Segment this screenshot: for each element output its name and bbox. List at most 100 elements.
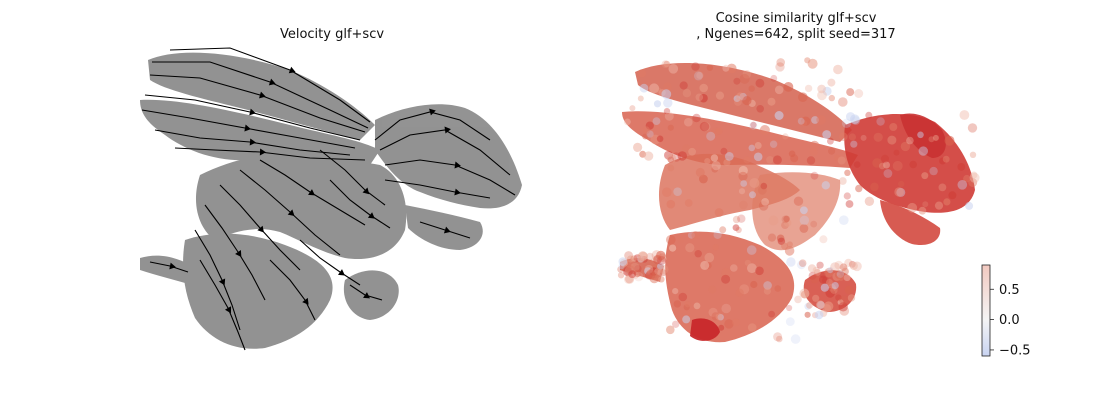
cluster-region bbox=[752, 172, 841, 251]
cell-point bbox=[827, 267, 834, 274]
cell-point bbox=[896, 187, 906, 197]
cell-point bbox=[823, 301, 834, 312]
cell-point bbox=[948, 191, 957, 200]
cell-point bbox=[677, 151, 687, 161]
cell-point bbox=[889, 123, 898, 131]
cell-point bbox=[763, 281, 772, 290]
cell-point bbox=[755, 266, 764, 276]
cell-point bbox=[699, 93, 708, 103]
cell-point bbox=[817, 301, 825, 309]
cell-point bbox=[804, 84, 813, 93]
cell-point bbox=[774, 285, 782, 292]
cell-point bbox=[959, 110, 970, 120]
cell-point bbox=[637, 95, 644, 102]
cosine-similarity-plot: 0.5 0.0 −0.5 bbox=[617, 57, 1031, 358]
cell-point bbox=[715, 127, 723, 135]
cell-point bbox=[711, 161, 721, 171]
cell-point bbox=[788, 150, 796, 158]
cell-point bbox=[830, 262, 841, 273]
cell-point bbox=[816, 115, 826, 125]
stream-arrowhead bbox=[454, 188, 461, 196]
cluster-region bbox=[140, 99, 380, 165]
cluster-region bbox=[195, 153, 407, 260]
cell-point bbox=[748, 144, 756, 152]
cell-point bbox=[810, 171, 819, 180]
cell-point bbox=[736, 92, 745, 101]
cell-point bbox=[691, 62, 700, 71]
cell-point bbox=[798, 259, 807, 268]
cell-point bbox=[700, 260, 710, 270]
cell-point bbox=[722, 64, 730, 72]
cell-point bbox=[625, 274, 635, 284]
stream-arrowhead bbox=[454, 161, 461, 169]
cell-point bbox=[781, 242, 789, 250]
cell-point bbox=[807, 58, 818, 69]
cell-point bbox=[824, 267, 834, 278]
cell-point bbox=[969, 172, 980, 183]
cell-point bbox=[625, 274, 634, 284]
cluster-region bbox=[343, 270, 399, 320]
cell-point bbox=[617, 266, 624, 273]
cell-point bbox=[833, 64, 843, 75]
cell-point bbox=[750, 280, 758, 289]
cell-point bbox=[843, 274, 851, 282]
cell-point bbox=[653, 100, 662, 108]
cell-point bbox=[876, 117, 885, 126]
cell-point bbox=[656, 135, 664, 143]
cell-point bbox=[657, 262, 664, 270]
streamline bbox=[319, 149, 386, 206]
cell-point bbox=[730, 264, 738, 272]
cell-point bbox=[663, 60, 671, 68]
cell-point bbox=[813, 269, 821, 276]
cell-point bbox=[774, 111, 784, 120]
cell-point bbox=[685, 243, 695, 253]
cell-point bbox=[967, 123, 978, 133]
cell-point bbox=[800, 120, 808, 127]
cell-point bbox=[846, 88, 855, 97]
cell-point bbox=[969, 151, 977, 158]
cell-point bbox=[659, 264, 669, 275]
cell-point bbox=[646, 252, 654, 261]
cell-point bbox=[834, 154, 841, 161]
cell-point bbox=[900, 141, 911, 152]
cell-point bbox=[663, 82, 672, 91]
cell-point bbox=[645, 121, 654, 130]
cell-point bbox=[742, 70, 752, 79]
cell-point bbox=[664, 150, 673, 160]
cell-point bbox=[618, 257, 628, 266]
cell-point bbox=[806, 302, 813, 309]
cell-point bbox=[767, 233, 777, 242]
cell-point bbox=[699, 83, 708, 93]
streamline bbox=[384, 179, 491, 199]
cell-point bbox=[747, 263, 757, 274]
cell-point bbox=[633, 142, 643, 152]
cell-point bbox=[756, 105, 764, 113]
cell-point bbox=[630, 255, 637, 263]
cell-point bbox=[786, 257, 796, 267]
streamline bbox=[329, 179, 391, 229]
colorbar-ticks: 0.5 0.0 −0.5 bbox=[990, 283, 1031, 358]
stream-arrowhead bbox=[287, 209, 295, 216]
stream-arrowhead bbox=[443, 226, 451, 234]
cell-point bbox=[909, 160, 917, 169]
cell-point bbox=[799, 215, 810, 225]
cell-point bbox=[706, 131, 716, 141]
cell-point bbox=[790, 334, 801, 344]
cell-point bbox=[724, 152, 734, 161]
cell-point bbox=[682, 144, 691, 153]
cell-point bbox=[645, 270, 656, 280]
cell-point bbox=[872, 158, 882, 168]
cell-point bbox=[776, 58, 785, 67]
cell-point bbox=[822, 130, 832, 139]
cell-point bbox=[708, 307, 718, 317]
cell-point bbox=[637, 251, 648, 262]
cell-point bbox=[693, 302, 701, 310]
cell-point bbox=[828, 147, 836, 155]
cell-point bbox=[860, 134, 867, 141]
cell-point bbox=[864, 196, 875, 206]
cell-point bbox=[917, 131, 924, 139]
cell-point bbox=[838, 177, 847, 185]
cell-point bbox=[723, 158, 731, 167]
cell-point bbox=[737, 214, 746, 223]
cell-point bbox=[708, 285, 717, 294]
